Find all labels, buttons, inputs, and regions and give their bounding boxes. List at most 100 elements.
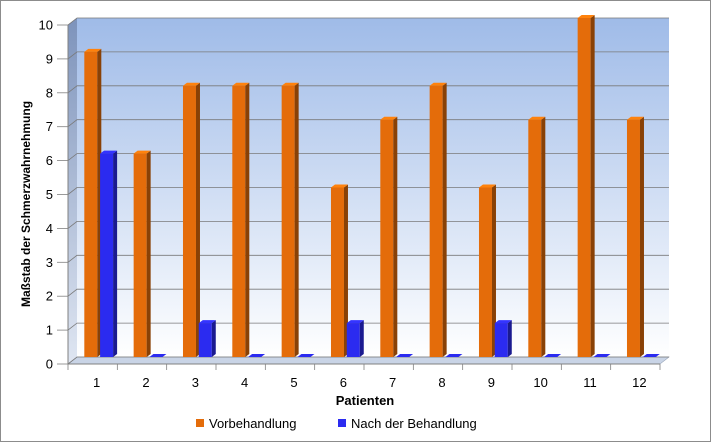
bar-flat — [544, 354, 562, 357]
bar-front — [281, 85, 295, 358]
bar-top — [84, 48, 102, 52]
bar — [396, 354, 414, 357]
bar — [330, 184, 348, 357]
bar-front — [346, 323, 360, 357]
bar-side — [541, 116, 546, 357]
bar-top — [133, 150, 151, 154]
bar-top — [626, 116, 644, 120]
bar-side — [113, 150, 118, 357]
bar-front — [330, 187, 344, 357]
gridline — [67, 17, 669, 26]
bar — [626, 116, 644, 357]
bar-side — [590, 15, 595, 357]
bar — [149, 354, 167, 357]
x-tick-label: 2 — [142, 375, 149, 390]
y-tick-label: 9 — [46, 51, 53, 66]
bar — [84, 48, 102, 358]
gridline — [67, 119, 669, 128]
x-tick-label: 12 — [632, 375, 646, 390]
x-tick-label: 11 — [583, 375, 597, 390]
bar-front — [528, 119, 542, 357]
bar — [281, 82, 299, 358]
bar-side — [146, 150, 151, 357]
gridline — [67, 187, 669, 195]
gridline — [67, 356, 669, 365]
bar — [380, 116, 398, 357]
bar-front — [84, 51, 98, 358]
x-tick-label: 8 — [438, 375, 445, 390]
bar — [528, 116, 546, 357]
bar-front — [577, 18, 591, 357]
bar-front — [494, 323, 508, 357]
bar — [232, 82, 250, 358]
bar-front — [182, 85, 196, 358]
bar-top — [577, 15, 595, 18]
y-tick-label: 6 — [46, 153, 53, 168]
bar-top — [494, 320, 512, 324]
bar — [593, 354, 611, 357]
gridline — [67, 51, 669, 60]
bar-flat — [445, 354, 463, 357]
bar-side — [211, 320, 216, 357]
bar-top — [528, 116, 546, 120]
bar — [478, 184, 496, 357]
bar-front — [198, 323, 212, 357]
bar-flat — [297, 354, 315, 357]
bar-front — [429, 85, 443, 358]
bar-top — [100, 150, 118, 154]
legend: Vorbehandlung Nach der Behandlung — [196, 416, 477, 431]
bar-side — [393, 116, 398, 357]
bar-front — [478, 187, 492, 357]
y-tick-label: 10 — [39, 18, 53, 33]
bar-front — [133, 153, 147, 357]
x-tick-label: 4 — [241, 375, 248, 390]
bar — [445, 354, 463, 357]
bar-flat — [396, 354, 414, 357]
gridline — [67, 220, 669, 229]
bar-top — [429, 82, 447, 86]
bar-side — [507, 320, 512, 357]
bar-side — [359, 320, 364, 357]
bar — [198, 320, 216, 357]
bar — [429, 82, 447, 358]
x-axis-title: Patienten — [336, 393, 395, 408]
bar-flat — [149, 354, 167, 357]
x-tick-label: 3 — [192, 375, 199, 390]
x-tick-label: 6 — [340, 375, 347, 390]
legend-label: Vorbehandlung — [209, 416, 296, 431]
x-tick-label: 5 — [290, 375, 297, 390]
bar — [346, 320, 364, 357]
bar-front — [626, 119, 640, 357]
bar — [494, 320, 512, 357]
bar — [577, 15, 595, 357]
bar-front — [232, 85, 246, 358]
bar — [133, 150, 151, 357]
bar-top — [182, 82, 200, 86]
y-tick-label: 7 — [46, 119, 53, 134]
legend-label: Nach der Behandlung — [351, 416, 477, 431]
bar-side — [294, 82, 299, 358]
y-tick-label: 8 — [46, 85, 53, 100]
legend-swatch — [338, 419, 346, 427]
x-tick-label: 7 — [389, 375, 396, 390]
x-tick-label: 1 — [93, 375, 100, 390]
y-tick-label: 2 — [46, 289, 53, 304]
y-tick-label: 0 — [46, 357, 53, 372]
y-axis-title: Maßstab der Schmerzwahrnehmung — [19, 101, 33, 307]
bar-top — [281, 82, 299, 86]
bar-front — [100, 153, 114, 357]
bar — [642, 354, 660, 357]
gridline — [67, 85, 669, 94]
bar-side — [343, 184, 348, 357]
bar-flat — [593, 354, 611, 357]
y-tick-label: 3 — [46, 255, 53, 270]
bar-front — [380, 119, 394, 357]
bar-side — [195, 82, 200, 358]
bar-top — [330, 184, 348, 188]
bar — [182, 82, 200, 358]
bar-top — [478, 184, 496, 188]
gridline — [67, 288, 669, 297]
bar-top — [346, 320, 364, 324]
